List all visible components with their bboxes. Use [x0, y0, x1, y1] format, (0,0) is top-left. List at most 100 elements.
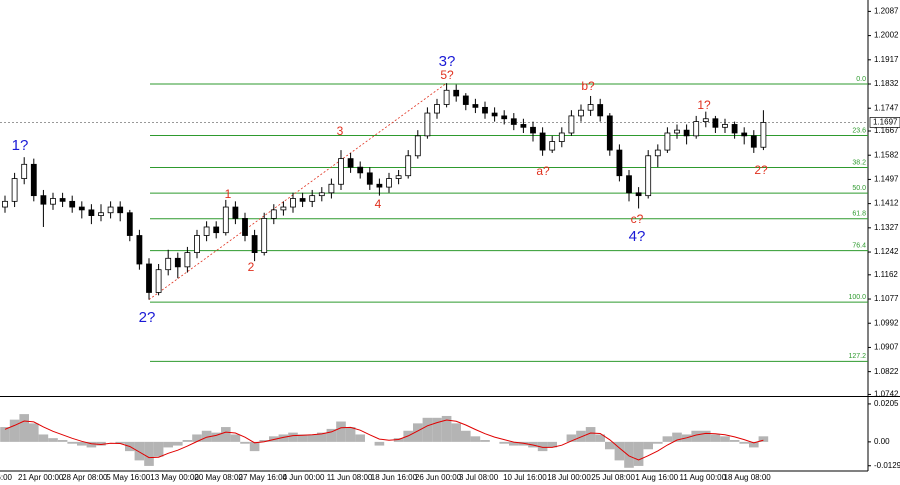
- osc-bar: [672, 432, 682, 442]
- osc-bar: [9, 419, 20, 442]
- osc-bar: [230, 434, 241, 442]
- fib-label: 38.2: [852, 159, 866, 166]
- osc-bar: [605, 441, 615, 450]
- candle-body: [270, 209, 277, 219]
- y-tick-label: 1.1832: [874, 79, 899, 88]
- candle-body: [606, 115, 613, 151]
- candle-body: [107, 206, 114, 214]
- candle-body: [693, 121, 700, 137]
- candle-body: [280, 206, 287, 211]
- candle-body: [405, 155, 412, 177]
- candle-body: [299, 198, 306, 202]
- candle-body: [414, 135, 421, 157]
- osc-bar: [57, 440, 68, 442]
- candle-body: [21, 163, 28, 179]
- osc-bar: [739, 441, 749, 444]
- y-tick-label: 1.1077: [874, 294, 899, 303]
- osc-bar: [192, 434, 202, 442]
- signal-line: [4, 419, 764, 461]
- y-tick-label: 1.1412: [874, 199, 899, 208]
- wave-label: 3: [337, 124, 344, 138]
- candle-body: [501, 115, 508, 120]
- fib-label: 100.0: [848, 294, 866, 301]
- x-tick-label: 28 Apr 08:00: [62, 473, 108, 482]
- osc-bar: [317, 432, 327, 442]
- candle-body: [549, 141, 556, 151]
- osc-bar: [576, 430, 586, 442]
- osc-bar: [470, 436, 481, 442]
- candle-body: [741, 132, 748, 137]
- osc-bar: [115, 441, 125, 444]
- osc-bar: [720, 436, 730, 442]
- candle-body: [539, 132, 546, 151]
- wave-label: 4: [375, 197, 382, 211]
- candle-body: [654, 149, 661, 157]
- osc-bar: [537, 441, 548, 452]
- candle-body: [731, 124, 738, 134]
- osc-bar: [662, 436, 673, 442]
- candle-body: [50, 198, 56, 205]
- osc-bar: [297, 434, 308, 442]
- candle-body: [2, 200, 8, 208]
- y-tick-label: 1.1327: [874, 223, 899, 232]
- x-tick-label: 26 Jun 00:00: [415, 473, 462, 482]
- osc-bar: [144, 441, 154, 466]
- candle-body: [453, 89, 460, 97]
- wave-label: b?: [581, 79, 595, 93]
- candle-body: [328, 183, 335, 194]
- osc-bar: [38, 434, 49, 442]
- osc-bar: [595, 434, 605, 442]
- candle-body: [11, 178, 18, 202]
- x-tick-label: 11 Jun 08:00: [327, 473, 373, 482]
- osc-bar: [614, 441, 625, 461]
- osc-bar: [413, 423, 423, 442]
- candle-body: [616, 149, 623, 177]
- y-tick-label: 1.1582: [874, 150, 899, 159]
- candle-body: [558, 132, 565, 142]
- wave-label: a?: [536, 164, 550, 178]
- candle-body: [530, 126, 536, 134]
- x-tick-label: 6:00: [0, 473, 13, 482]
- candle-body: [443, 89, 450, 105]
- fib-label: 23.6: [852, 127, 866, 134]
- osc-bar: [240, 441, 250, 444]
- osc-bar: [643, 441, 653, 450]
- candle-body: [568, 115, 575, 134]
- osc-y-tick-label: 0.0205: [874, 399, 899, 408]
- wave-label: 1?: [12, 137, 29, 154]
- candle-body: [309, 195, 316, 202]
- osc-bar: [758, 436, 769, 442]
- candle-body: [578, 109, 584, 117]
- candle-body: [98, 212, 104, 216]
- candle-body: [88, 209, 95, 216]
- candle-body: [683, 129, 690, 137]
- candle-body: [597, 104, 604, 117]
- candle-body: [165, 257, 172, 271]
- y-tick-label: 1.2087: [874, 7, 899, 16]
- fib-label: 76.4: [852, 242, 866, 249]
- candle-body: [338, 158, 344, 185]
- candle-body: [510, 118, 517, 125]
- osc-bar: [451, 423, 461, 442]
- wave-label: 1?: [697, 98, 711, 112]
- candle-body: [674, 129, 680, 134]
- y-tick-label: 1.0907: [874, 343, 899, 352]
- candle-body: [376, 183, 383, 188]
- candle-body: [174, 257, 181, 268]
- candle-body: [702, 118, 709, 123]
- osc-bar: [288, 432, 298, 442]
- candle-body: [126, 212, 133, 236]
- x-tick-label: 5 May 16:00: [106, 473, 151, 482]
- osc-bar: [729, 440, 740, 442]
- x-tick-label: 11 Aug 00:00: [680, 473, 727, 482]
- candle-body: [750, 135, 757, 148]
- fib-label: 127.2: [848, 353, 866, 360]
- y-tick-label: 1.1242: [874, 247, 899, 256]
- x-tick-label: 20 May 08:00: [194, 473, 243, 482]
- candle-body: [194, 235, 200, 254]
- osc-bar: [701, 430, 711, 442]
- osc-bar: [393, 438, 404, 442]
- candle-body: [136, 235, 143, 265]
- osc-bar: [345, 427, 356, 442]
